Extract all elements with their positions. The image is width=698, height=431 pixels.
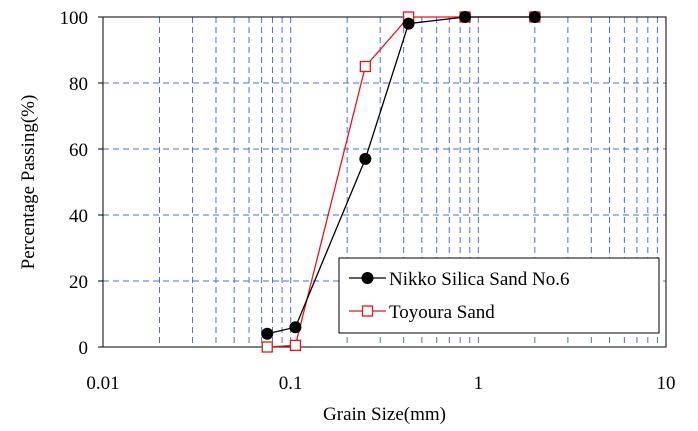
y-tick-label: 100 xyxy=(60,8,89,29)
x-tick-label: 0.1 xyxy=(279,373,303,394)
data-point xyxy=(361,272,374,284)
legend-label: Toyoura Sand xyxy=(389,302,495,323)
legend-box xyxy=(338,257,660,334)
data-point xyxy=(528,11,541,23)
legend-item: Nikko Silica Sand No.6 xyxy=(349,269,570,290)
data-point xyxy=(402,17,415,30)
legend: Nikko Silica Sand No.6 Toyoura Sand xyxy=(338,257,660,334)
x-tick-label: 10 xyxy=(657,373,676,394)
x-tick-label: 1 xyxy=(474,373,484,394)
legend-label: Nikko Silica Sand No.6 xyxy=(389,269,570,290)
y-tick-label: 20 xyxy=(69,272,88,293)
data-point xyxy=(289,339,302,352)
x-tick-label: 0.01 xyxy=(86,373,119,394)
y-tick-label: 40 xyxy=(69,206,88,227)
series-layer xyxy=(261,11,541,353)
data-point xyxy=(361,305,374,317)
data-point xyxy=(359,152,372,165)
y-tick-label: 80 xyxy=(69,74,88,95)
y-tick-label: 0 xyxy=(79,338,89,359)
data-point xyxy=(261,327,274,340)
y-axis-label: Percentage Passing(%) xyxy=(18,95,39,270)
data-point xyxy=(289,321,302,334)
data-point xyxy=(459,11,472,23)
x-axis-label: Grain Size(mm) xyxy=(323,404,446,425)
plot-area-frame xyxy=(102,16,667,348)
data-point xyxy=(261,341,273,353)
y-axis-ticks: 0 20 40 60 80 100 xyxy=(60,8,103,359)
x-axis-ticks: 0.01 0.1 1 10 xyxy=(86,373,675,394)
y-tick-label: 60 xyxy=(69,140,88,161)
legend-item: Toyoura Sand xyxy=(349,302,495,323)
series-nikko-silica-sand-no-6 xyxy=(261,11,541,340)
data-point xyxy=(359,60,371,73)
